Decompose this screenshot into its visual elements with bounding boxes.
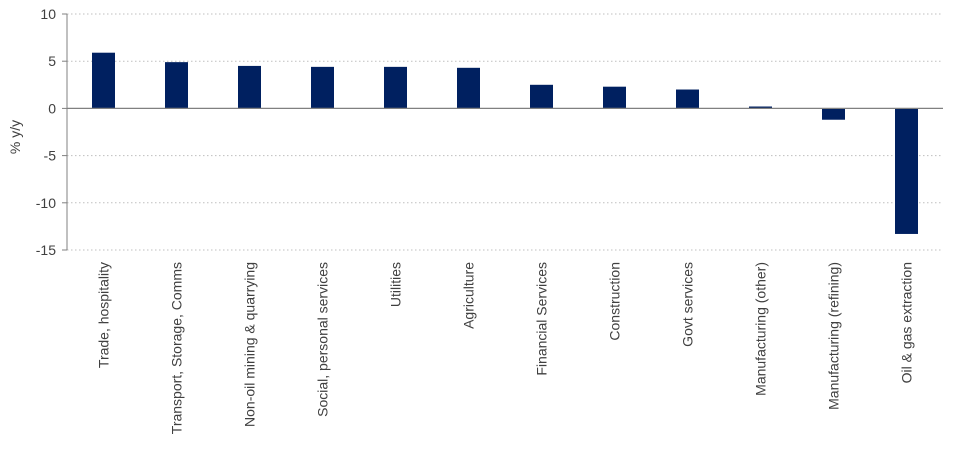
category-label: Transport, Storage, Comms [169,262,185,434]
bars [92,52,918,234]
category-label: Construction [607,262,623,341]
y-tick-label: -10 [36,195,56,211]
bar [530,84,553,109]
y-tick-label: -15 [36,242,56,258]
bar [822,108,845,120]
bar [603,86,626,109]
bar [311,66,334,109]
category-label: Utilities [388,262,404,307]
category-label: Financial Services [534,262,550,376]
bar [384,66,407,109]
y-tick-label: 10 [40,6,56,22]
category-label: Agriculture [461,262,477,329]
y-axis-title: % y/y [7,120,23,154]
category-label: Non-oil mining & quarrying [242,262,258,427]
category-label: Social, personal services [315,262,331,417]
bar [676,89,699,109]
category-labels: Trade, hospitality Transport, Storage, Co… [96,262,915,434]
bar [238,65,261,109]
y-tick-label: -5 [44,148,57,164]
y-tick-labels: 10 5 0 -5 -10 -15 [36,6,56,258]
bar [749,106,772,109]
bar [92,52,115,109]
bar [895,108,918,234]
category-label: Manufacturing (refining) [826,262,842,410]
category-label: Oil & gas extraction [899,262,915,383]
y-tick-label: 0 [48,100,56,116]
category-label: Manufacturing (other) [753,262,769,396]
y-tick-label: 5 [48,53,56,69]
bar [165,62,188,109]
gridlines [67,13,943,251]
bar [457,67,480,109]
axes [62,13,943,251]
category-label: Trade, hospitality [96,262,112,368]
category-label: Govt services [680,262,696,347]
